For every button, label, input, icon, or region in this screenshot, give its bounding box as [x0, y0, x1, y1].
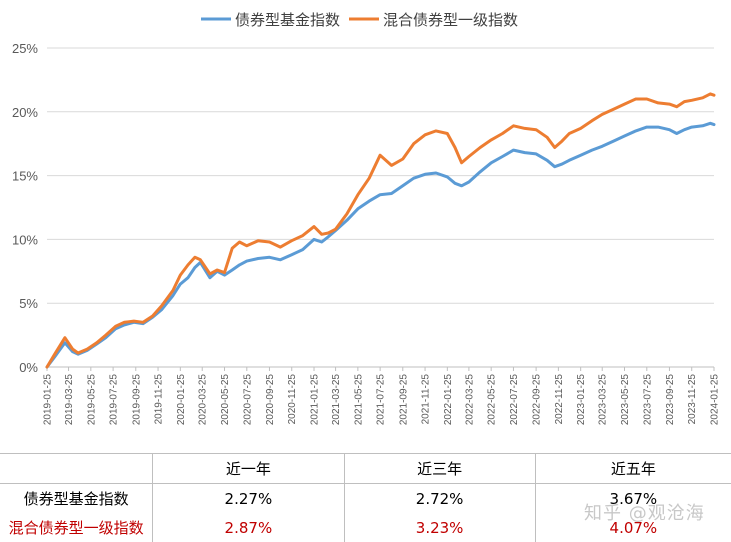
x-tick-label: 2023-01-25: [576, 374, 587, 426]
x-tick-label: 2021-07-25: [376, 374, 387, 426]
x-tick-label: 2020-09-25: [265, 374, 276, 426]
x-tick-label: 2020-11-25: [287, 374, 298, 425]
x-tick-label: 2021-09-25: [398, 374, 409, 426]
x-tick-label: 2023-05-25: [620, 374, 631, 426]
y-tick-label: 0%: [19, 360, 38, 375]
x-axis-ticks: 2019-01-25 2019-03-25 2019-05-25 2019-07-25…: [43, 367, 721, 425]
stats-cell: 2.27%: [152, 483, 345, 513]
series-lines: [45, 92, 716, 369]
y-tick-label: 10%: [12, 232, 38, 247]
x-tick-label: 2022-09-25: [532, 374, 543, 426]
stats-row-bond-fund-index: 债券型基金指数 2.27% 2.72% 3.67%: [0, 483, 731, 513]
return-stats-table: 近一年 近三年 近五年 债券型基金指数 2.27% 2.72% 3.67% 混合…: [0, 453, 731, 542]
x-tick-label: 2023-07-25: [642, 374, 653, 426]
legend-label-series-2: 混合债券型一级指数: [383, 11, 518, 29]
x-tick-label: 2019-09-25: [131, 374, 142, 426]
x-tick-label: 2024-01-25: [710, 374, 721, 426]
x-tick-label: 2020-03-25: [198, 374, 209, 426]
y-tick-label: 25%: [12, 41, 38, 56]
x-tick-label: 2020-01-25: [176, 374, 187, 426]
stats-cell: 4.07%: [609, 518, 658, 537]
x-tick-label: 2020-07-25: [242, 374, 253, 426]
stats-header-cell: 近一年: [152, 453, 345, 484]
stats-cell: 3.23%: [344, 513, 536, 542]
stats-header-cell: 近三年: [344, 453, 536, 484]
x-tick-label: 2022-07-25: [509, 374, 520, 426]
chart-legend: 债券型基金指数 混合债券型一级指数: [201, 11, 518, 29]
x-tick-label: 2022-05-25: [487, 374, 498, 426]
x-tick-label: 2023-03-25: [598, 374, 609, 426]
y-tick-label: 5%: [19, 296, 38, 311]
stats-row-mixed-bond-index: 混合债券型一级指数 2.87% 3.23% 4.07%: [0, 513, 731, 542]
stats-row-label: 混合债券型一级指数: [0, 513, 154, 542]
x-tick-label: 2019-05-25: [86, 374, 97, 426]
y-axis-ticks: 0% 5% 10% 15% 20% 25%: [12, 41, 38, 375]
x-tick-label: 2019-07-25: [109, 374, 120, 426]
series-line-2: [45, 92, 716, 369]
stats-header-row: 近一年 近三年 近五年: [0, 453, 731, 484]
x-tick-label: 2022-11-25: [554, 374, 565, 425]
x-tick-label: 2021-01-25: [310, 374, 321, 426]
x-tick-label: 2021-03-25: [331, 374, 342, 426]
stats-row-label: 债券型基金指数: [0, 483, 154, 513]
x-tick-label: 2022-01-25: [443, 374, 454, 426]
stats-header-cell: 近五年: [535, 453, 731, 484]
y-tick-label: 20%: [12, 105, 38, 120]
x-tick-label: 2019-03-25: [64, 374, 75, 426]
x-tick-label: 2023-09-25: [665, 374, 676, 426]
x-tick-label: 2021-05-25: [353, 374, 364, 426]
legend-label-series-1: 债券型基金指数: [235, 11, 340, 29]
line-chart: 债券型基金指数 混合债券型一级指数 0% 5% 10% 15% 20% 25% 2019-…: [12, 11, 721, 425]
stats-cell: 3.67%: [609, 489, 658, 508]
stats-header-cell: [0, 453, 154, 484]
series-line-1: [45, 121, 716, 369]
x-tick-label: 2019-01-25: [43, 374, 54, 426]
x-tick-label: 2020-05-25: [220, 374, 231, 426]
x-tick-label: 2022-03-25: [464, 374, 475, 426]
x-tick-label: 2023-11-25: [687, 374, 698, 425]
x-tick-label: 2021-11-25: [421, 374, 432, 425]
stats-cell: 2.87%: [152, 513, 345, 542]
watermark: 知乎 @观沧海: [584, 503, 705, 524]
y-tick-label: 15%: [12, 169, 38, 184]
stats-cell: 2.72%: [344, 483, 536, 513]
x-tick-label: 2019-11-25: [154, 374, 165, 425]
